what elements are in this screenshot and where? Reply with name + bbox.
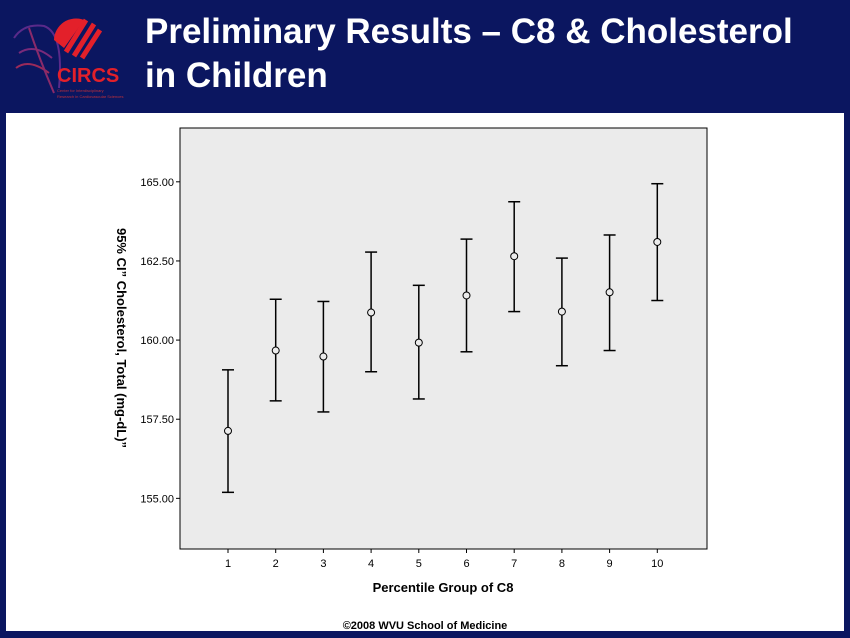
y-axis-label: 95% CI” Cholesterol, Total (mg-dL)” xyxy=(114,228,129,448)
x-tick-label: 7 xyxy=(511,558,517,570)
mean-point xyxy=(414,338,423,347)
y-tick-label: 165.00 xyxy=(140,177,174,189)
x-tick-label: 5 xyxy=(416,558,422,570)
x-axis-label: Percentile Group of C8 xyxy=(373,580,514,595)
y-tick-label: 155.00 xyxy=(140,493,174,505)
x-tick-label: 2 xyxy=(273,558,279,570)
x-tick-label: 3 xyxy=(320,558,326,570)
mean-point xyxy=(319,352,328,361)
plot-area xyxy=(179,127,708,550)
x-tick-label: 8 xyxy=(559,558,565,570)
svg-text:Research in Cardiovascular Sci: Research in Cardiovascular Sciences xyxy=(57,94,123,99)
mean-point xyxy=(271,346,280,355)
circs-logo: CIRCS Center for Interdisciplinary Resea… xyxy=(4,8,136,103)
x-tick-label: 4 xyxy=(368,558,374,570)
mean-point xyxy=(510,252,519,261)
mean-point xyxy=(605,288,614,297)
x-tick-label: 10 xyxy=(651,558,663,570)
mean-point xyxy=(367,308,376,317)
x-tick-label: 9 xyxy=(607,558,613,570)
y-tick-label: 157.50 xyxy=(140,414,174,426)
svg-text:Center for Interdisciplinary: Center for Interdisciplinary xyxy=(57,88,104,93)
mean-point xyxy=(462,291,471,300)
svg-text:CIRCS: CIRCS xyxy=(57,65,119,87)
y-tick-label: 162.50 xyxy=(140,256,174,268)
x-tick-label: 6 xyxy=(463,558,469,570)
mean-point xyxy=(224,426,232,435)
mean-point xyxy=(557,307,566,316)
mean-point xyxy=(653,237,662,246)
title-line-2: in Children xyxy=(145,56,328,95)
slide-title: Preliminary Results – C8 & Cholesterol i… xyxy=(145,10,793,98)
x-tick-label: 1 xyxy=(225,558,231,570)
y-tick-label: 160.00 xyxy=(140,335,174,347)
footer-copyright: ©2008 WVU School of Medicine xyxy=(342,620,508,632)
title-line-1: Preliminary Results – C8 & Cholesterol xyxy=(145,12,793,51)
